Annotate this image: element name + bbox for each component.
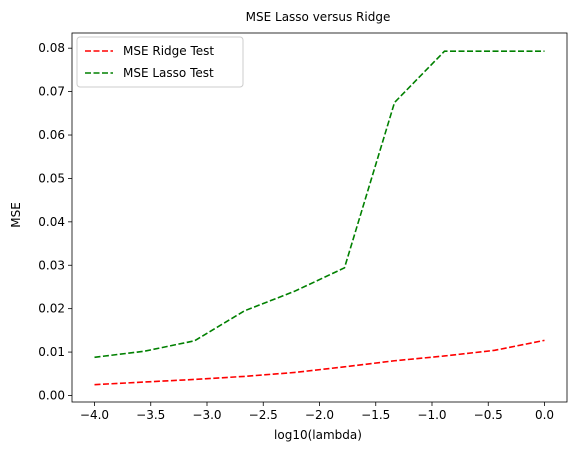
legend-entry: MSE Ridge Test (123, 44, 214, 58)
y-tick-label: 0.01 (38, 345, 65, 359)
y-axis: 0.00 0.01 0.02 0.03 0.04 0.05 0.06 0.07 0.08 (38, 41, 72, 402)
series-line-ridge (94, 339, 545, 386)
y-tick-label: 0.02 (38, 302, 65, 316)
series-line-lasso (94, 50, 545, 359)
y-tick-label: 0.03 (38, 258, 65, 272)
x-tick-label: −1.0 (417, 408, 446, 422)
legend-entry: MSE Lasso Test (123, 66, 214, 80)
chart-title: MSE Lasso versus Ridge (246, 10, 391, 24)
y-axis-label: MSE (9, 202, 23, 228)
x-tick-label: −0.5 (474, 408, 503, 422)
x-axis-label: log10(lambda) (274, 428, 362, 442)
y-tick-label: 0.06 (38, 128, 65, 142)
y-tick-label: 0.00 (38, 388, 65, 402)
x-tick-label: −2.5 (249, 408, 278, 422)
x-tick-label: −3.0 (192, 408, 221, 422)
x-tick-label: −2.0 (305, 408, 334, 422)
legend: MSE Ridge Test MSE Lasso Test (76, 36, 244, 88)
x-tick-label: −1.5 (361, 408, 390, 422)
y-tick-label: 0.07 (38, 85, 65, 99)
x-axis: −4.0 −3.5 −3.0 −2.5 −2.0 −1.5 −1.0 −0.5 0.0 (80, 402, 554, 422)
y-tick-label: 0.05 (38, 171, 65, 185)
x-tick-label: 0.0 (535, 408, 554, 422)
x-tick-label: −3.5 (136, 408, 165, 422)
legend-box (76, 36, 244, 88)
x-tick-label: −4.0 (80, 408, 109, 422)
y-tick-label: 0.08 (38, 41, 65, 55)
y-tick-label: 0.04 (38, 215, 65, 229)
series-layer (94, 50, 545, 386)
